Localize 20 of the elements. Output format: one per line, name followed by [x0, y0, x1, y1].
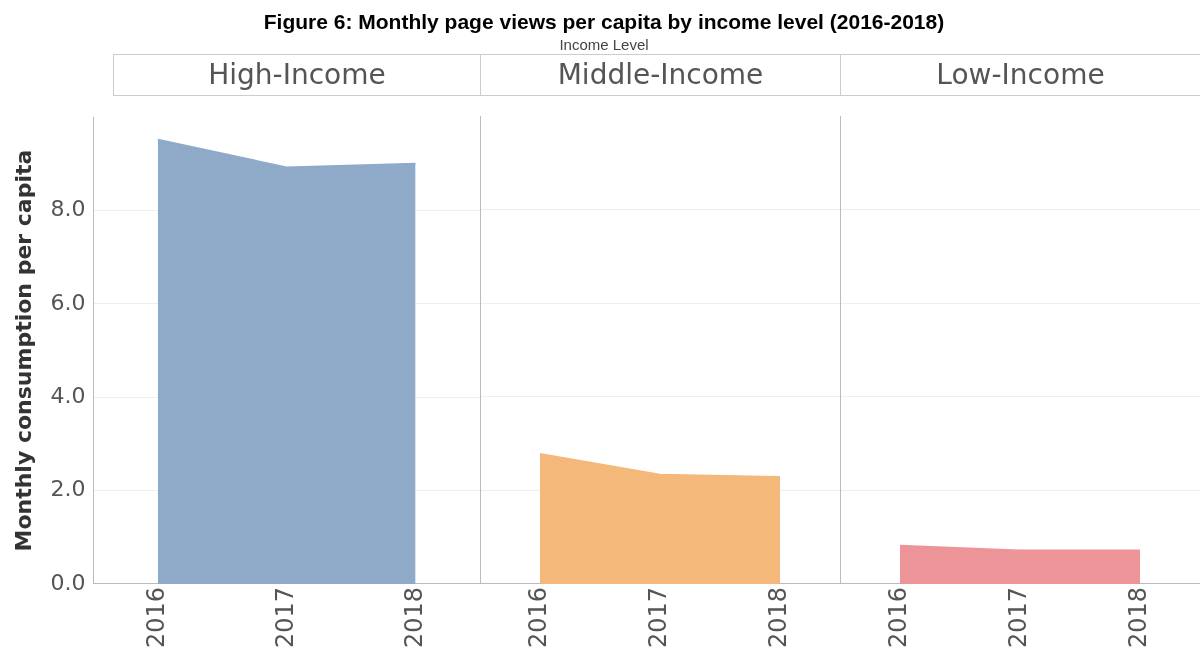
- x-tick-label: 2018: [399, 586, 428, 648]
- x-tick-label: 2017: [644, 586, 673, 648]
- x-tick-label: 2018: [764, 586, 793, 648]
- y-tick-label: 2.0: [50, 476, 86, 502]
- y-tick-label: 8.0: [50, 196, 86, 222]
- y-tick-label: 4.0: [50, 382, 86, 408]
- text: Income Level: [558, 36, 650, 54]
- x-tick-label: 2016: [524, 586, 553, 648]
- x-tick-label: 2017: [270, 586, 299, 648]
- chart-title: High-Income: [113, 54, 480, 96]
- x-tick-label: 2016: [142, 586, 171, 648]
- x-tick-label: 2016: [884, 586, 913, 648]
- x-tick-label: 2018: [1124, 586, 1153, 648]
- x-tick-label: 2017: [1004, 586, 1033, 648]
- chart-title: Low-Income: [840, 54, 1200, 96]
- y-axis-title: Monthly consumption per capita: [10, 149, 36, 552]
- y-tick-label: 0.0: [50, 569, 86, 595]
- caption: Figure 6: Monthly page views per capita by income level (2016-2018): [262, 9, 946, 35]
- chart-title: Middle-Income: [480, 54, 840, 96]
- y-tick-label: 6.0: [50, 289, 86, 315]
